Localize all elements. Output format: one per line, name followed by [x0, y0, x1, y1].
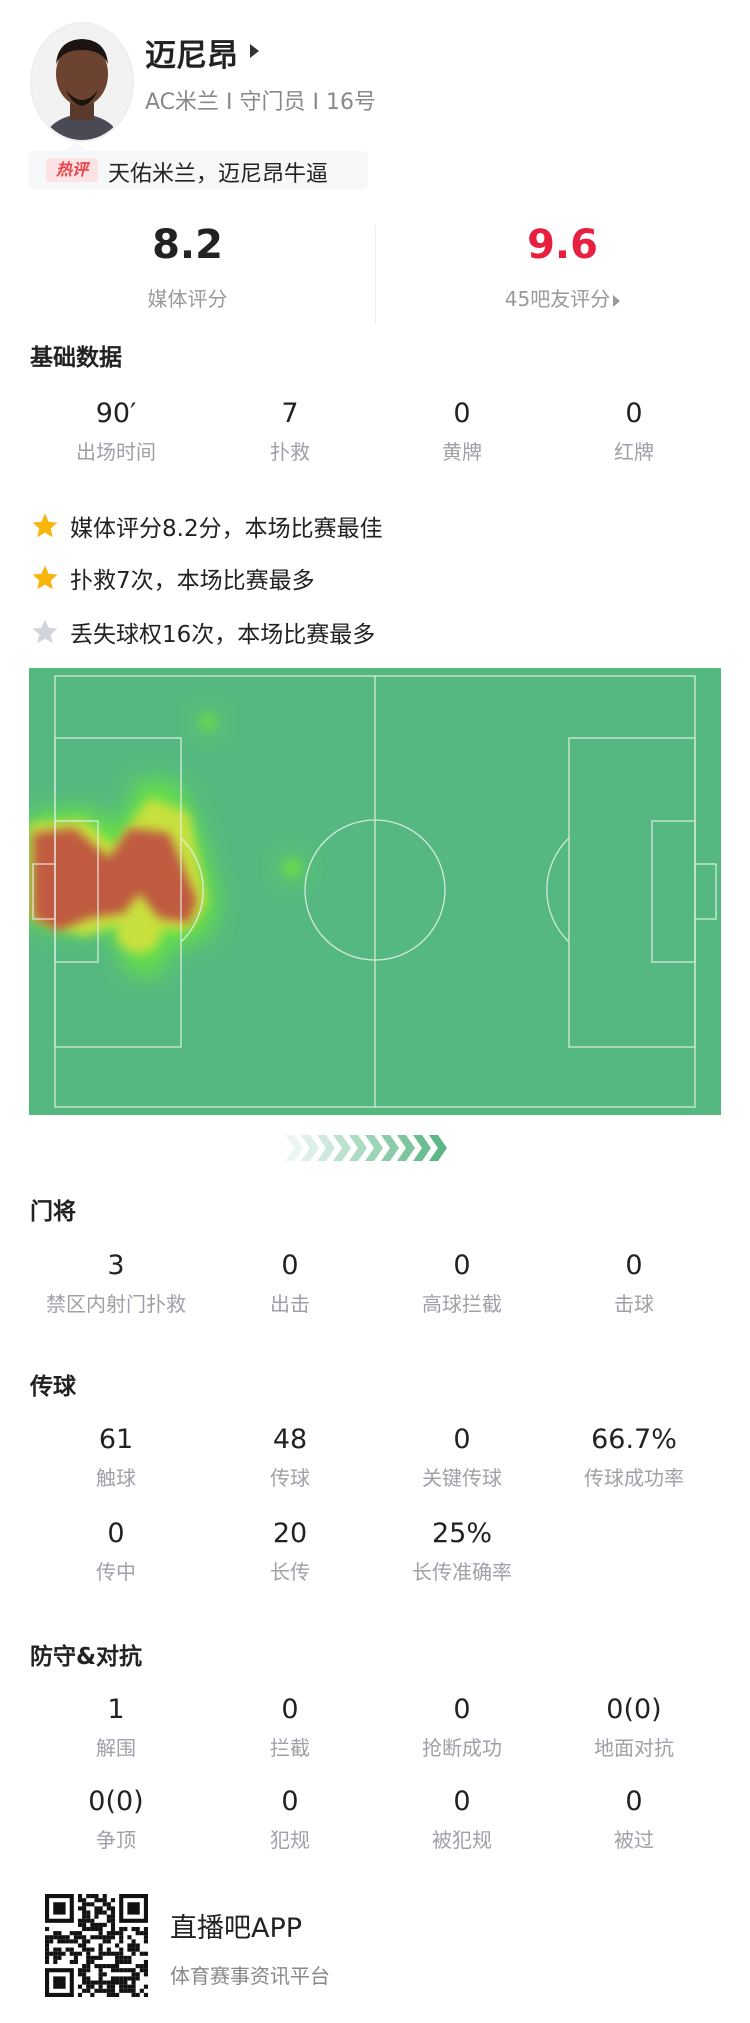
stat-label: 地面对抗: [594, 1736, 674, 1760]
stat-label: 传中: [96, 1560, 136, 1584]
stat-label: 被过: [614, 1828, 654, 1852]
star-gold-icon: [32, 565, 58, 590]
stat-label: 长传准确率: [412, 1560, 512, 1584]
rating-divider: [375, 225, 376, 325]
star-gold-icon: [32, 513, 58, 538]
stat-value: 0: [625, 1250, 643, 1281]
stat-label: 出场时间: [76, 440, 156, 464]
stat-value: 0: [281, 1250, 299, 1281]
player-name[interactable]: 迈尼昂: [145, 38, 238, 74]
arrow-chevron: [365, 1135, 383, 1161]
stat-value: 0(0): [88, 1786, 144, 1817]
stat-label: 犯规: [270, 1828, 310, 1852]
highlight-item: 媒体评分8.2分，本场比赛最佳: [30, 509, 383, 543]
hot-comment-text: 天佑米兰，迈尼昂牛逼: [108, 162, 329, 187]
qr-code[interactable]: [45, 1894, 148, 1997]
stat-value: 0: [625, 1786, 643, 1817]
stat-value: 0(0): [606, 1694, 662, 1725]
caret-right-icon: [613, 294, 621, 307]
stat-label: 长传: [270, 1560, 310, 1584]
arrow-chevron: [301, 1135, 319, 1161]
stat-label: 击球: [614, 1292, 654, 1316]
arrow-chevron: [285, 1135, 303, 1161]
stat-label: 红牌: [614, 440, 654, 464]
stat-label: 争顶: [96, 1828, 136, 1852]
section-title-basic: 基础数据: [30, 345, 122, 371]
highlight-text: 媒体评分8.2分，本场比赛最佳: [70, 516, 383, 542]
media-rating-value: 8.2: [152, 222, 223, 268]
comment-pointer: [66, 141, 86, 151]
stat-label: 出击: [270, 1292, 310, 1316]
arrow-chevron: [317, 1135, 335, 1161]
pitch-lines: [32, 675, 717, 1108]
app-name: 直播吧APP: [170, 1913, 303, 1944]
stat-value: 48: [272, 1424, 308, 1455]
star-gray-icon: [32, 619, 58, 644]
media-rating-label: 媒体评分: [147, 287, 228, 311]
fan-rating-label: 45吧友评分: [504, 287, 611, 311]
arrow-chevron: [333, 1135, 351, 1161]
stat-value: 0: [625, 398, 643, 429]
stat-value: 0: [453, 1786, 471, 1817]
stat-label: 解围: [96, 1736, 136, 1760]
highlight-item: 扑救7次，本场比赛最多: [30, 561, 315, 595]
stat-label: 被犯规: [432, 1828, 492, 1852]
stat-value: 61: [98, 1424, 134, 1455]
stat-label: 拦截: [270, 1736, 310, 1760]
stat-value: 1: [107, 1694, 125, 1725]
heatmap-layer: [29, 712, 303, 978]
stat-value: 3: [107, 1250, 125, 1281]
fan-rating-button[interactable]: 45吧友评分: [375, 283, 750, 312]
stat-label: 高球拦截: [422, 1292, 502, 1316]
stat-value: 25%: [431, 1518, 492, 1549]
arrow-chevron: [381, 1135, 399, 1161]
caret-right-icon[interactable]: [250, 44, 259, 58]
arrow-chevron: [349, 1135, 367, 1161]
stat-value: 20: [272, 1518, 308, 1549]
highlight-item: 丢失球权16次，本场比赛最多: [30, 615, 375, 649]
stat-label: 禁区内射门扑救: [46, 1292, 186, 1316]
stat-label: 黄牌: [442, 440, 482, 464]
stat-label: 传球: [270, 1466, 310, 1490]
stat-value: 0: [453, 1424, 471, 1455]
stat-value: 0: [453, 398, 471, 429]
arrow-chevron: [429, 1135, 447, 1161]
stat-value: 0: [453, 1694, 471, 1725]
hot-comment-badge: 热评: [46, 158, 98, 182]
stat-label: 触球: [96, 1466, 136, 1490]
player-avatar[interactable]: [30, 22, 134, 142]
stat-label: 关键传球: [422, 1466, 502, 1490]
highlight-text: 丢失球权16次，本场比赛最多: [70, 622, 376, 648]
heatmap-pitch: [29, 668, 721, 1115]
stat-value: 0: [107, 1518, 125, 1549]
section-title-passing: 传球: [30, 1374, 76, 1400]
player-subtitle: AC米兰 I 守门员 I 16号: [145, 90, 376, 115]
stat-value: 0: [281, 1694, 299, 1725]
stat-label: 扑救: [270, 440, 310, 464]
section-title-defense: 防守&对抗: [30, 1644, 143, 1670]
arrow-chevron: [397, 1135, 415, 1161]
attack-direction-arrows-icon: [285, 1133, 465, 1167]
hot-comment[interactable]: 热评 天佑米兰，迈尼昂牛逼: [28, 151, 368, 189]
fan-rating-value: 9.6: [527, 222, 598, 268]
app-tagline: 体育赛事资讯平台: [170, 1964, 330, 1988]
stat-value: 7: [281, 398, 299, 429]
stat-value: 66.7%: [591, 1424, 677, 1455]
section-title-goalkeeping: 门将: [30, 1199, 76, 1225]
stat-value: 90′: [95, 398, 137, 429]
stat-label: 传球成功率: [584, 1466, 684, 1490]
highlight-text: 扑救7次，本场比赛最多: [70, 568, 315, 594]
stat-value: 0: [281, 1786, 299, 1817]
stat-value: 0: [453, 1250, 471, 1281]
arrow-chevron: [413, 1135, 431, 1161]
stat-label: 抢断成功: [422, 1736, 502, 1760]
